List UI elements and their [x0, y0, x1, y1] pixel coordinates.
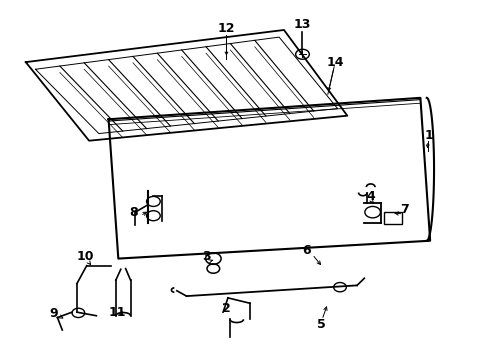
Text: 7: 7	[400, 203, 409, 216]
Text: 2: 2	[222, 302, 231, 315]
Text: 13: 13	[294, 18, 311, 31]
Text: 14: 14	[326, 55, 344, 69]
Text: 6: 6	[302, 244, 311, 257]
Text: 1: 1	[425, 129, 434, 142]
Text: 10: 10	[76, 250, 94, 263]
Text: 4: 4	[367, 190, 375, 203]
Text: 5: 5	[317, 318, 325, 331]
Bar	[384, 212, 402, 224]
Text: 12: 12	[218, 22, 235, 35]
Text: 11: 11	[109, 306, 126, 319]
Text: 3: 3	[202, 250, 210, 263]
Text: 8: 8	[129, 206, 138, 219]
Text: 9: 9	[49, 307, 58, 320]
